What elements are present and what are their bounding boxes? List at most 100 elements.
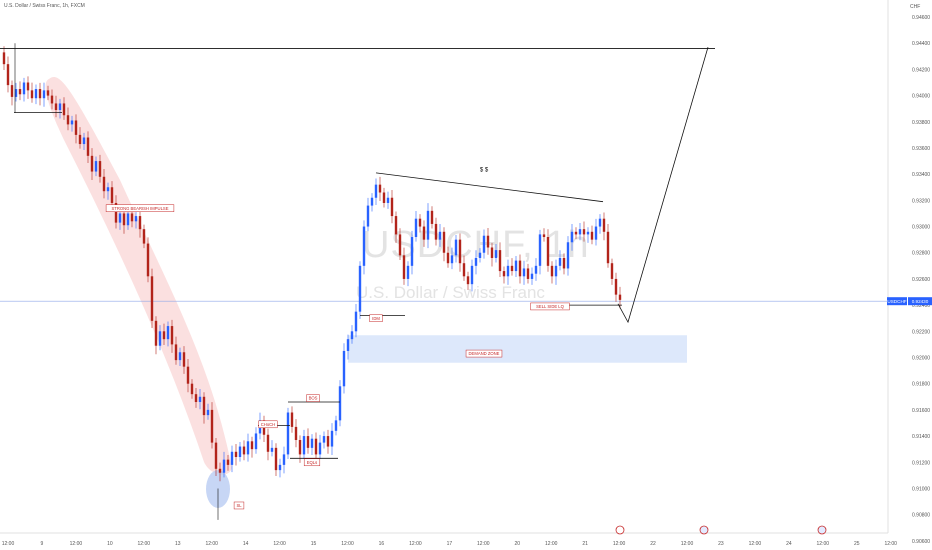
- y-tick-label: 0.90800: [912, 513, 930, 519]
- candle-body: [182, 352, 186, 367]
- candle-body: [186, 366, 190, 384]
- candle-body: [434, 223, 438, 240]
- candle-body: [386, 197, 390, 203]
- candle-body: [418, 218, 422, 227]
- candle-body: [194, 394, 198, 403]
- candle-body: [54, 103, 58, 110]
- annotation-label-box: [465, 349, 503, 358]
- candle-body: [70, 120, 74, 125]
- candle-body: [126, 213, 130, 226]
- candle-body: [150, 276, 154, 321]
- y-tick-label: 0.94400: [912, 41, 930, 47]
- candle-body: [118, 213, 122, 223]
- y-tick-label: 0.91600: [912, 408, 930, 414]
- candle-body: [398, 234, 402, 256]
- us-flag-event-icon[interactable]: [699, 525, 709, 535]
- candle-body: [470, 265, 474, 285]
- candle-body: [98, 161, 102, 177]
- candle-body: [10, 85, 14, 97]
- candle-body: [298, 440, 302, 455]
- candle-body: [458, 239, 462, 264]
- candle-body: [138, 216, 142, 230]
- candle-body: [110, 187, 114, 203]
- candle-body: [390, 197, 394, 217]
- candle-body: [538, 234, 542, 266]
- x-tick-label: 12:00: [545, 541, 558, 547]
- x-tick-label: 12:00: [681, 541, 694, 547]
- y-tick-label: 0.91400: [912, 434, 930, 440]
- annotation-label-box: [105, 204, 175, 212]
- candle-body: [78, 134, 82, 145]
- annotation-label: EQLs: [307, 460, 317, 465]
- candle-body: [114, 202, 118, 223]
- candle-body: [242, 446, 246, 455]
- candle-body: [302, 436, 306, 455]
- candle-body: [554, 265, 558, 277]
- candle-body: [482, 235, 486, 253]
- us-flag-event-icon[interactable]: [817, 525, 827, 535]
- candle-body: [478, 252, 482, 258]
- x-tick-label: 9: [41, 541, 44, 547]
- candle-body: [66, 115, 70, 125]
- candle-body: [58, 103, 62, 110]
- x-tick-label: 12:00: [613, 541, 626, 547]
- candle-body: [562, 257, 566, 269]
- annotation-text: $ $: [480, 168, 489, 174]
- x-tick-label: 12:00: [477, 541, 490, 547]
- event-icon[interactable]: [615, 525, 625, 535]
- symbol-header: U.S. Dollar / Swiss Franc, 1h, FXCM: [4, 3, 85, 9]
- candle-body: [378, 184, 382, 193]
- candle-body: [382, 192, 386, 203]
- x-tick-label: 10: [107, 541, 113, 547]
- x-tick-label: 20: [514, 541, 520, 547]
- candle-body: [334, 420, 338, 431]
- candle-body: [522, 268, 526, 277]
- candle-body: [430, 210, 434, 224]
- projection-path: [617, 47, 709, 324]
- candle-body: [2, 52, 6, 65]
- candle-body: [586, 231, 590, 235]
- x-tick-label: 12:00: [749, 541, 762, 547]
- candle-body: [394, 216, 398, 235]
- candle-body: [558, 257, 562, 266]
- y-tick-label: 0.92600: [912, 277, 930, 283]
- annotation-label-box: [306, 394, 320, 402]
- candle-body: [286, 412, 290, 455]
- candle-body: [222, 459, 226, 473]
- candle-body: [162, 331, 166, 340]
- candle-body: [474, 257, 478, 266]
- candle-body: [130, 213, 134, 222]
- candle-body: [274, 447, 278, 471]
- candle-body: [238, 446, 242, 458]
- candle-body: [526, 268, 530, 279]
- candle-body: [506, 265, 510, 277]
- annotation-label-box: [369, 314, 383, 322]
- x-tick-label: 23: [718, 541, 724, 547]
- candle-body: [358, 265, 362, 312]
- candle-body: [246, 441, 250, 455]
- y-tick-label: 0.94000: [912, 94, 930, 100]
- candle-body: [178, 352, 182, 361]
- candle-body: [34, 89, 38, 99]
- trendline: [375, 172, 604, 203]
- candle-body: [510, 265, 514, 272]
- candle-body: [266, 434, 270, 452]
- x-tick-label: 12:00: [70, 541, 83, 547]
- y-tick-label: 0.93400: [912, 172, 930, 178]
- candle-body: [318, 442, 322, 455]
- x-tick-label: 25: [854, 541, 860, 547]
- symbol-tag-label: USDCHF: [887, 299, 906, 304]
- y-tick-label: 0.91200: [912, 460, 930, 466]
- y-tick-label: 0.93000: [912, 225, 930, 231]
- candle-body: [590, 231, 594, 240]
- candle-body: [438, 231, 442, 240]
- candle-body: [534, 265, 538, 274]
- annotation-label-box: [233, 501, 245, 510]
- candle-body: [306, 436, 310, 448]
- x-tick-label: 21: [582, 541, 588, 547]
- annotation-label: SL: [236, 503, 242, 508]
- annotation-label: SELL SIDE LQ: [536, 304, 565, 309]
- price-tag-box: [908, 297, 932, 306]
